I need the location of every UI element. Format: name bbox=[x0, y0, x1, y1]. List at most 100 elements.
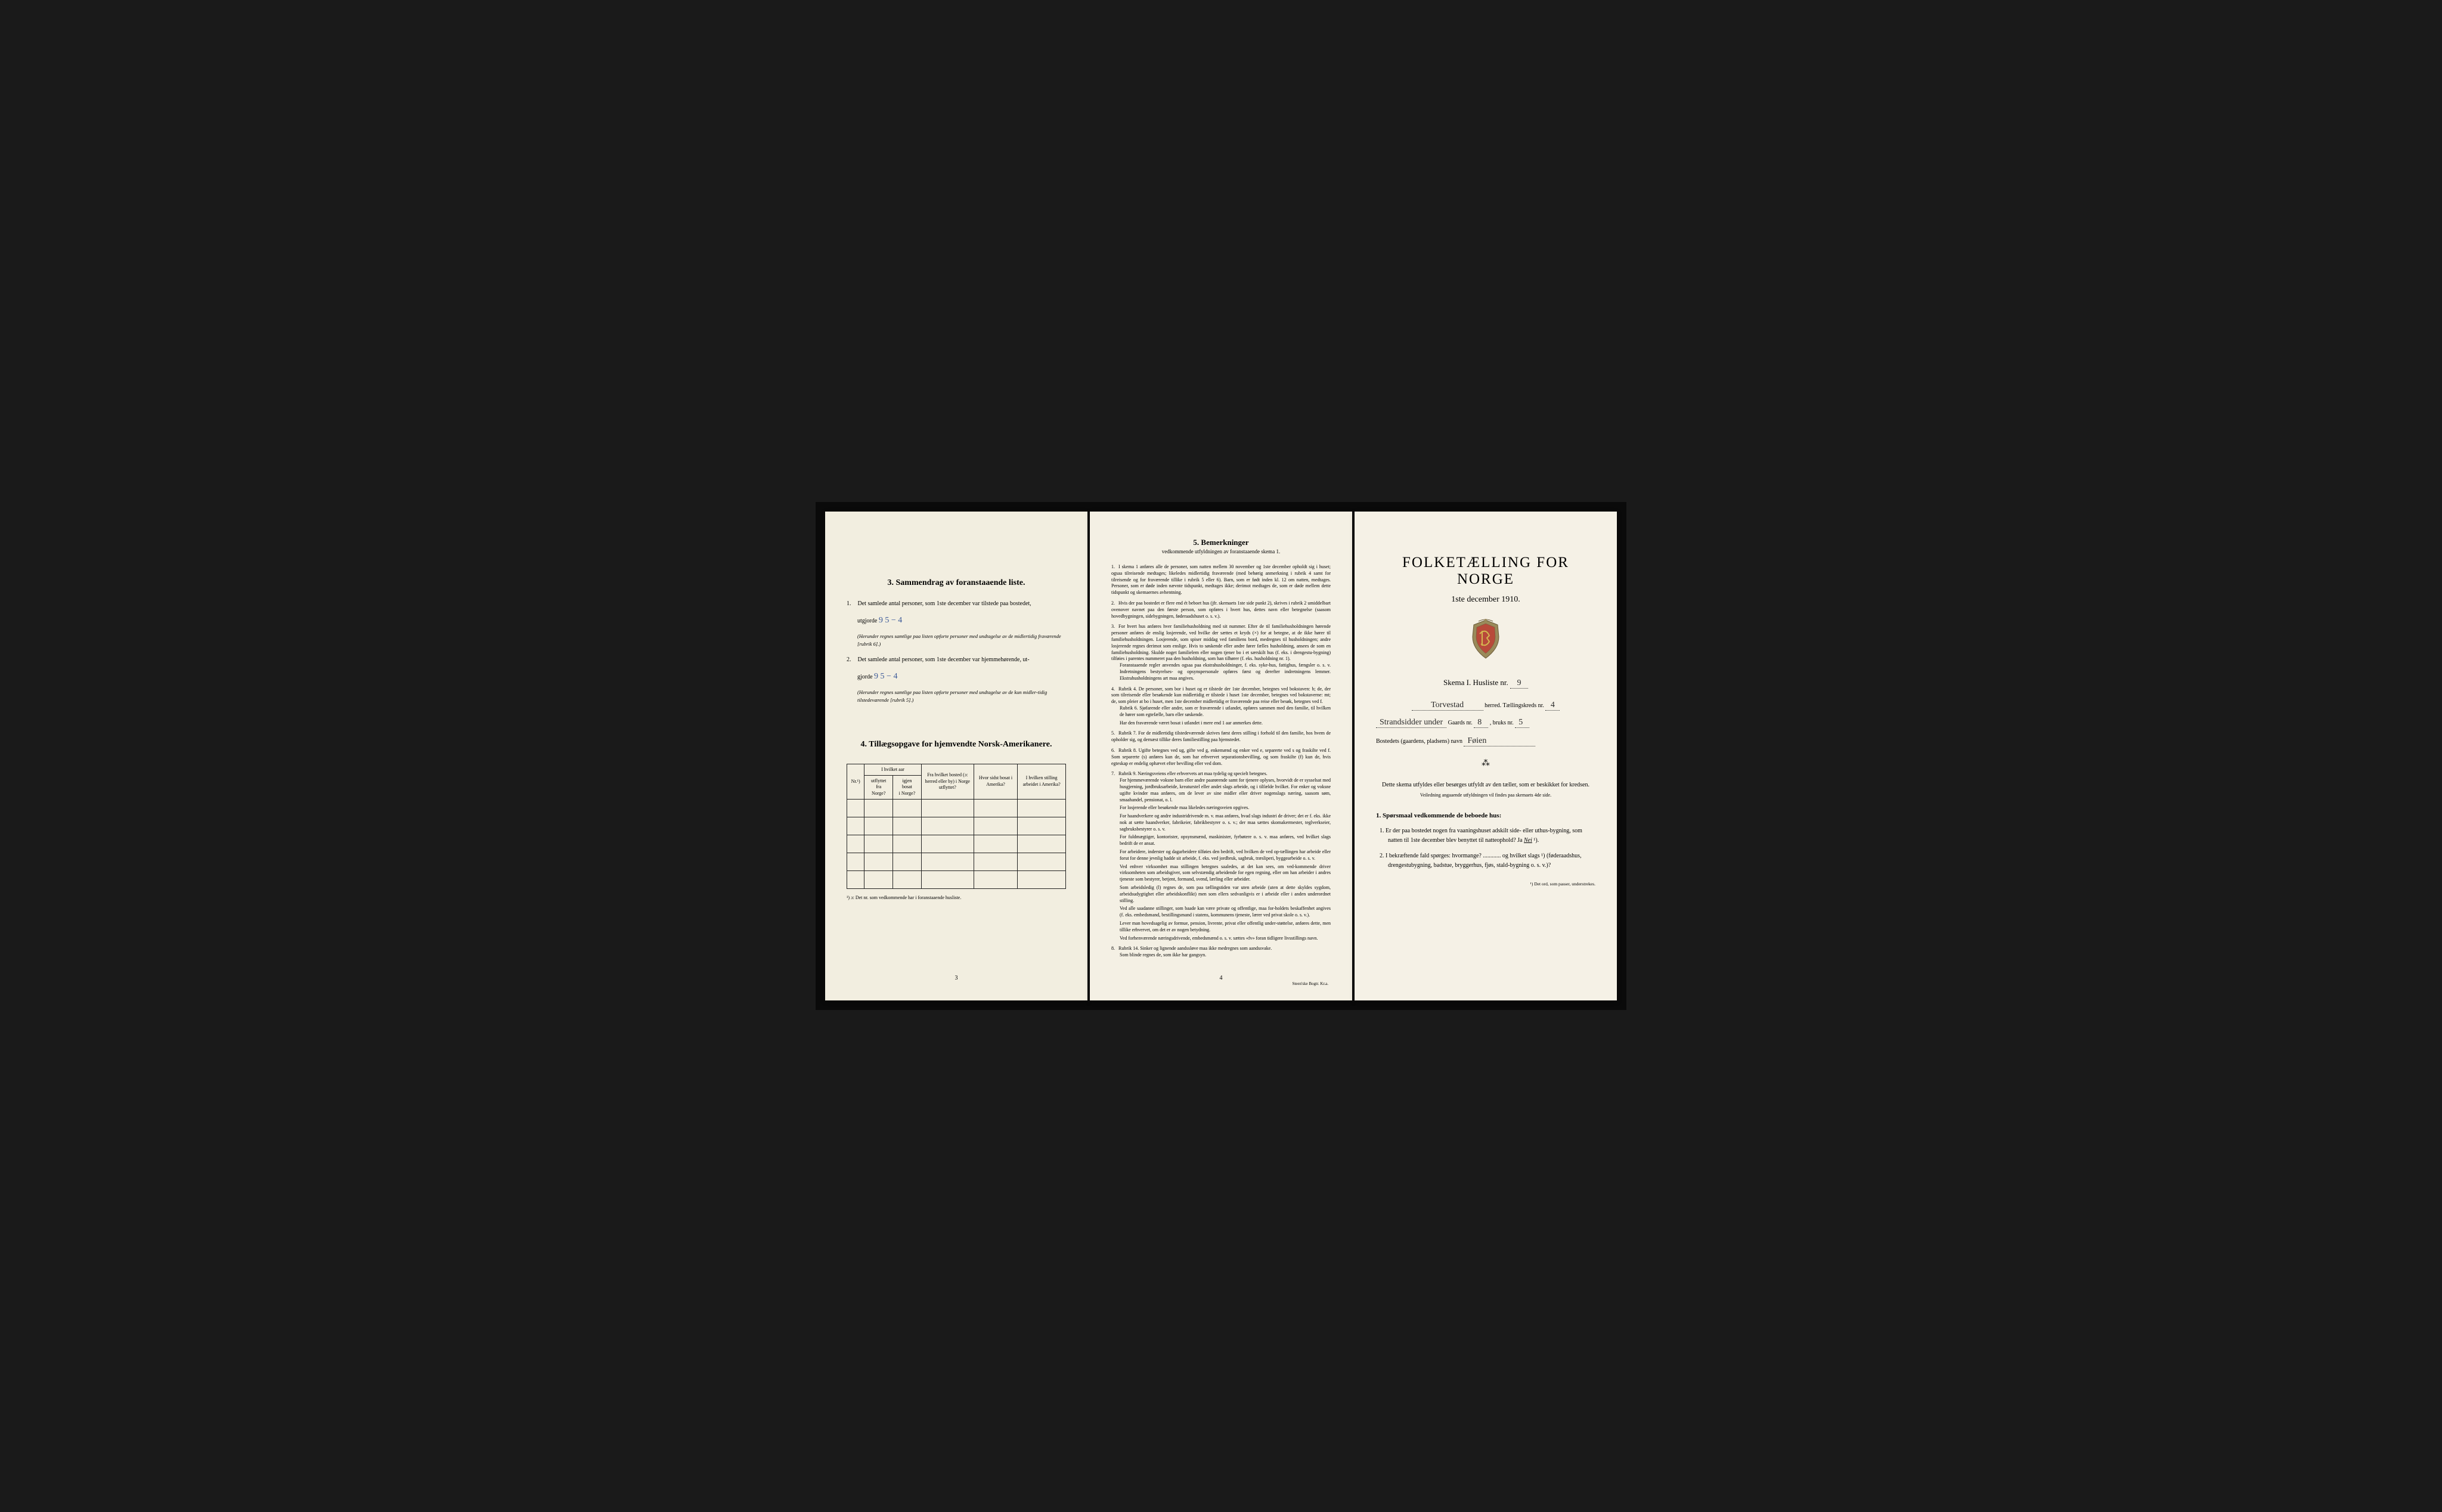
remark-number: 4. bbox=[1111, 686, 1118, 693]
item1-line2: utgjorde 9 5 − 4 bbox=[857, 614, 1066, 628]
q1-num: 1. bbox=[1380, 828, 1384, 834]
remark-number: 2. bbox=[1111, 600, 1118, 607]
remark-item: 6.Rubrik 8. Ugifte betegnes ved ug, gift… bbox=[1111, 748, 1331, 767]
remark-paragraph: 3.For hvert hus anføres hver familiehush… bbox=[1111, 624, 1331, 662]
bosted-label: Bostedets (gaardens, pladsens) navn bbox=[1376, 738, 1462, 745]
remark-paragraph: 6.Rubrik 8. Ugifte betegnes ved ug, gift… bbox=[1111, 748, 1331, 767]
col-utflyttet: utflyttetfraNorge? bbox=[864, 775, 893, 799]
item2-num: 2. bbox=[847, 655, 856, 665]
col-bosted: Fra hvilket bosted (ɔ: herred eller by) … bbox=[921, 764, 974, 800]
remark-number: 8. bbox=[1111, 946, 1118, 952]
remark-item: 3.For hvert hus anføres hver familiehush… bbox=[1111, 624, 1331, 681]
col-nr: Nr.¹) bbox=[847, 764, 864, 800]
bruks-label: , bruks nr. bbox=[1490, 720, 1514, 726]
remark-paragraph: For hjemmeværende voksne barn eller andr… bbox=[1120, 777, 1331, 803]
page-number-4: 4 bbox=[1220, 975, 1223, 981]
remark-item: 5.Rubrik 7. For de midlertidig tilstedev… bbox=[1111, 730, 1331, 743]
question-1: 1. Er der paa bostedet nogen fra vaaning… bbox=[1388, 826, 1595, 845]
supplement-table-container: Nr.¹) I hvilket aar Fra hvilket bosted (… bbox=[847, 764, 1066, 901]
item2-prefix2: gjorde bbox=[857, 674, 873, 680]
item2-line2: gjorde 9 5 − 4 bbox=[857, 670, 1066, 684]
remark-paragraph: Rubrik 6. Sjøfarende eller andre, som er… bbox=[1120, 705, 1331, 718]
schema-label: Skema I. Husliste nr. bbox=[1443, 678, 1508, 687]
bosted-value: Føien bbox=[1464, 736, 1535, 746]
coat-of-arms bbox=[1376, 619, 1595, 664]
item2-note: (Herunder regnes samtlige paa listen opf… bbox=[857, 689, 1066, 704]
table-row bbox=[847, 871, 1066, 889]
remark-number: 1. bbox=[1111, 564, 1118, 571]
remark-paragraph: 2.Hvis der paa bostedet er flere end ét … bbox=[1111, 600, 1331, 619]
item1-note: (Herunder regnes samtlige paa listen opf… bbox=[857, 633, 1066, 648]
instruction-main: Dette skema utfyldes eller besørges utfy… bbox=[1376, 780, 1595, 790]
table-row bbox=[847, 817, 1066, 835]
table-row bbox=[847, 853, 1066, 871]
herred-line: Torvestad herred. Tællingskreds nr. 4 bbox=[1376, 701, 1595, 711]
item1-num: 1. bbox=[847, 599, 856, 609]
col-amerika: Hvor sidst bosat i Amerika? bbox=[974, 764, 1017, 800]
section4-heading: 4. Tillægsopgave for hjemvendte Norsk-Am… bbox=[847, 740, 1066, 749]
ornament-divider: ⁂ bbox=[1376, 758, 1595, 769]
item1-prefix2: utgjorde bbox=[857, 618, 877, 624]
gaard-value: 8 bbox=[1474, 718, 1488, 728]
remark-number: 5. bbox=[1111, 730, 1118, 737]
remark-paragraph: For arbeidere, inderster og dagarbeidere… bbox=[1120, 849, 1331, 862]
question-heading: 1. Spørsmaal vedkommende de beboede hus: bbox=[1376, 812, 1595, 819]
q2-text: I bekræftende fald spørges: hvormange? .… bbox=[1386, 853, 1582, 869]
page-number-3: 3 bbox=[955, 975, 958, 981]
remark-paragraph: 4.Rubrik 4. De personer, som bor i huset… bbox=[1111, 686, 1331, 705]
item2-text: Det samlede antal personer, som 1ste dec… bbox=[858, 656, 1030, 663]
right-footnote: ¹) Det ord, som passer, understrekes. bbox=[1376, 881, 1595, 887]
item1-text: Det samlede antal personer, som 1ste dec… bbox=[858, 600, 1031, 607]
remark-item: 2.Hvis der paa bostedet er flere end ét … bbox=[1111, 600, 1331, 619]
remark-paragraph: Som blinde regnes de, som ikke har gangs… bbox=[1120, 952, 1331, 959]
q1-answer: Nei bbox=[1524, 837, 1532, 844]
bruks-value: 5 bbox=[1515, 718, 1529, 728]
col-stilling: I hvilken stilling arbeidet i Amerika? bbox=[1018, 764, 1066, 800]
table-row bbox=[847, 835, 1066, 853]
gaard-prefix: Strandsidder under bbox=[1376, 718, 1446, 728]
remark-paragraph: Foranstaaende regler anvendes ogsaa paa … bbox=[1120, 662, 1331, 681]
remarks-heading: 5. Bemerkninger bbox=[1111, 538, 1331, 547]
item2-handwritten-value: 9 5 − 4 bbox=[874, 670, 897, 684]
remark-paragraph: Ved enhver virksomhet maa stillingen bet… bbox=[1120, 864, 1331, 883]
herred-value: Torvestad bbox=[1412, 701, 1483, 711]
remark-paragraph: 1.I skema 1 anføres alle de personer, so… bbox=[1111, 564, 1331, 596]
remark-item: 7.Rubrik 9. Næringsveiens eller erhverve… bbox=[1111, 771, 1331, 941]
document-container: 3. Sammendrag av foranstaaende liste. 1.… bbox=[816, 502, 1626, 1010]
table-row bbox=[847, 800, 1066, 817]
remark-number: 7. bbox=[1111, 771, 1118, 777]
schema-line: Skema I. Husliste nr. 9 bbox=[1376, 678, 1595, 689]
crest-icon bbox=[1468, 619, 1504, 661]
remark-paragraph: 8.Rubrik 14. Sinker og lignende aandsslø… bbox=[1111, 946, 1331, 952]
gaard-line: Strandsidder under Gaards nr. 8 , bruks … bbox=[1376, 718, 1595, 728]
instruction-sub: Veiledning angaaende utfyldningen vil fi… bbox=[1376, 792, 1595, 798]
q2-num: 2. bbox=[1380, 853, 1384, 859]
remark-paragraph: Som arbeidsledig (l) regnes de, som paa … bbox=[1120, 885, 1331, 904]
census-title: FOLKETÆLLING FOR NORGE bbox=[1376, 554, 1595, 588]
q1-text: Er der paa bostedet nogen fra vaaningshu… bbox=[1386, 828, 1582, 844]
kreds-value: 4 bbox=[1545, 701, 1560, 711]
remark-paragraph: For haandverkere og andre industridriven… bbox=[1120, 813, 1331, 832]
remark-paragraph: For losjerende eller besøkende maa likel… bbox=[1120, 805, 1331, 811]
table-footnote: ¹) ɔ: Det nr. som vedkommende har i fora… bbox=[847, 895, 1066, 900]
remark-item: 8.Rubrik 14. Sinker og lignende aandsslø… bbox=[1111, 946, 1331, 959]
page-3: 3. Sammendrag av foranstaaende liste. 1.… bbox=[825, 512, 1087, 1000]
remark-paragraph: Ved forhenværende næringsdrivende, embed… bbox=[1120, 935, 1331, 942]
item1-handwritten-value: 9 5 − 4 bbox=[879, 614, 902, 628]
remark-number: 6. bbox=[1111, 748, 1118, 754]
page-title: FOLKETÆLLING FOR NORGE 1ste december 191… bbox=[1355, 512, 1617, 1000]
remark-paragraph: For fuldmægtiger, kontorister, opsynsmæn… bbox=[1120, 834, 1331, 847]
col-year-header: I hvilket aar bbox=[864, 764, 921, 775]
remarks-subheading: vedkommende utfyldningen av foranstaaend… bbox=[1111, 549, 1331, 554]
remark-paragraph: 5.Rubrik 7. For de midlertidig tilstedev… bbox=[1111, 730, 1331, 743]
question-2: 2. I bekræftende fald spørges: hvormange… bbox=[1388, 851, 1595, 870]
remark-number: 3. bbox=[1111, 624, 1118, 630]
q1-suffix: ¹). bbox=[1533, 837, 1539, 844]
remark-paragraph: Lever man hovedsagelig av formue, pensio… bbox=[1120, 921, 1331, 934]
remark-paragraph: 7.Rubrik 9. Næringsveiens eller erhverve… bbox=[1111, 771, 1331, 777]
gaard-label: Gaards nr. bbox=[1448, 720, 1473, 726]
col-bosat: igjenbosati Norge? bbox=[893, 775, 922, 799]
supplement-table: Nr.¹) I hvilket aar Fra hvilket bosted (… bbox=[847, 764, 1066, 890]
remark-paragraph: Ved alle saadanne stillinger, som baade … bbox=[1120, 906, 1331, 919]
schema-value: 9 bbox=[1510, 678, 1528, 689]
